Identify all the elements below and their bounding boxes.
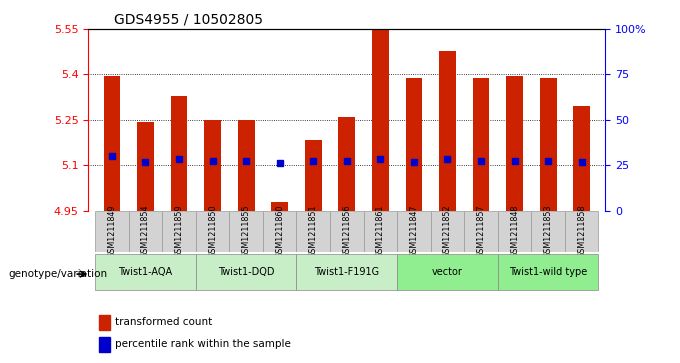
- Bar: [204, 121, 221, 211]
- Text: percentile rank within the sample: percentile rank within the sample: [116, 339, 291, 350]
- Bar: [473, 78, 490, 211]
- FancyBboxPatch shape: [163, 211, 196, 252]
- Text: GSM1211856: GSM1211856: [342, 205, 352, 258]
- Text: GSM1211853: GSM1211853: [543, 205, 553, 258]
- FancyBboxPatch shape: [296, 254, 397, 290]
- Bar: [271, 202, 288, 211]
- Bar: [305, 140, 322, 211]
- Text: GSM1211861: GSM1211861: [376, 205, 385, 258]
- Bar: [540, 78, 556, 211]
- Text: GSM1211851: GSM1211851: [309, 205, 318, 258]
- Text: GSM1211850: GSM1211850: [208, 205, 217, 258]
- Text: GSM1211849: GSM1211849: [107, 205, 116, 258]
- Bar: [506, 76, 523, 211]
- Text: GSM1211857: GSM1211857: [477, 205, 486, 258]
- Text: Twist1-F191G: Twist1-F191G: [314, 267, 379, 277]
- FancyBboxPatch shape: [296, 211, 330, 252]
- Text: Twist1-wild type: Twist1-wild type: [509, 267, 588, 277]
- Text: genotype/variation: genotype/variation: [8, 269, 107, 279]
- Text: GSM1211860: GSM1211860: [275, 205, 284, 258]
- Bar: [99, 315, 110, 330]
- Text: GDS4955 / 10502805: GDS4955 / 10502805: [114, 12, 263, 26]
- FancyBboxPatch shape: [330, 211, 364, 252]
- FancyBboxPatch shape: [129, 211, 163, 252]
- Text: transformed count: transformed count: [116, 317, 213, 327]
- Text: GSM1211855: GSM1211855: [241, 205, 251, 258]
- Text: GSM1211848: GSM1211848: [510, 205, 519, 258]
- Text: GSM1211852: GSM1211852: [443, 205, 452, 258]
- FancyBboxPatch shape: [196, 254, 296, 290]
- FancyBboxPatch shape: [229, 211, 263, 252]
- FancyBboxPatch shape: [397, 254, 498, 290]
- FancyBboxPatch shape: [498, 254, 598, 290]
- Bar: [372, 26, 389, 211]
- Text: GSM1211847: GSM1211847: [409, 205, 418, 258]
- FancyBboxPatch shape: [196, 211, 229, 252]
- Bar: [99, 337, 110, 352]
- Bar: [405, 78, 422, 211]
- FancyBboxPatch shape: [464, 211, 498, 252]
- Text: GSM1211854: GSM1211854: [141, 205, 150, 258]
- Text: GSM1211858: GSM1211858: [577, 205, 586, 258]
- Text: GSM1211859: GSM1211859: [175, 205, 184, 258]
- FancyBboxPatch shape: [430, 211, 464, 252]
- FancyBboxPatch shape: [498, 211, 531, 252]
- Text: Twist1-DQD: Twist1-DQD: [218, 267, 274, 277]
- FancyBboxPatch shape: [95, 211, 129, 252]
- FancyBboxPatch shape: [531, 211, 565, 252]
- Text: Twist1-AQA: Twist1-AQA: [118, 267, 173, 277]
- Text: vector: vector: [432, 267, 463, 277]
- Bar: [238, 121, 254, 211]
- Bar: [439, 51, 456, 211]
- FancyBboxPatch shape: [95, 254, 196, 290]
- FancyBboxPatch shape: [263, 211, 296, 252]
- Bar: [103, 76, 120, 211]
- FancyBboxPatch shape: [364, 211, 397, 252]
- Bar: [573, 106, 590, 211]
- Bar: [339, 117, 355, 211]
- FancyBboxPatch shape: [565, 211, 598, 252]
- Bar: [171, 95, 188, 211]
- Bar: [137, 122, 154, 211]
- FancyBboxPatch shape: [397, 211, 430, 252]
